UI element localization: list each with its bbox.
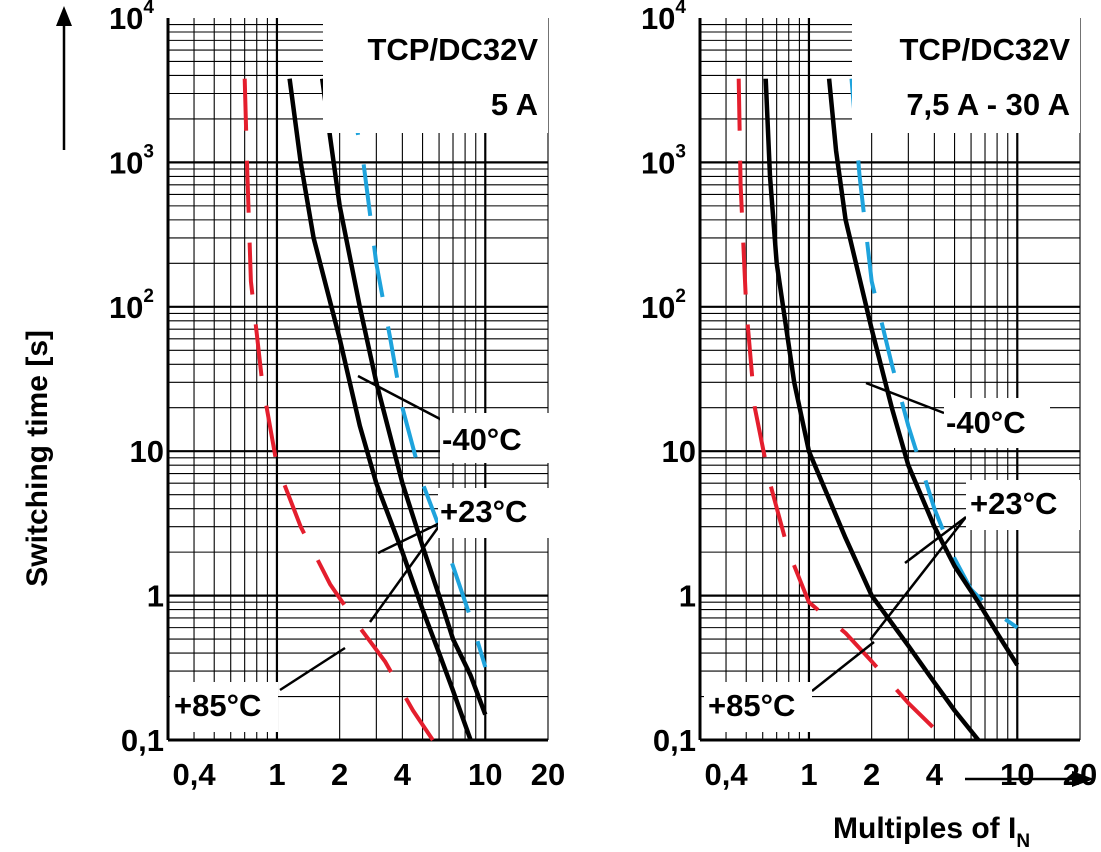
chart-subtitle: 7,5 A - 30 A [906,87,1070,122]
x-tick-label: 4 [926,757,944,792]
x-axis-title-group: Multiples of IN [833,771,1094,852]
series-line-23c-2 [763,78,981,742]
y-axis-title: Switching time [s] [21,330,54,587]
y-tick-label: 104 [641,0,686,36]
x-tick-label: 1 [800,757,817,792]
series-line-23c-1 [319,78,488,716]
series-line-23c-1 [826,78,1020,667]
y-tick-base: 10 [109,145,143,180]
x-axis-arrowhead [1072,771,1094,787]
y-tick-label: 0,1 [121,723,164,758]
annotation-box [704,682,812,732]
annotation-label: +85°C [174,688,261,723]
annotation-leader [869,516,967,641]
y-tick-label: 10 [662,434,696,469]
annotation-box [944,398,1050,448]
y-tick-base: 10 [641,145,675,180]
chart-title: TCP/DC32V [367,32,538,67]
annotation-label: +85°C [708,688,795,723]
y-tick-label: 1 [147,579,164,614]
y-tick-exponent: 2 [675,286,686,307]
annotation-label: +23°C [970,486,1057,521]
annotation-box [966,480,1080,530]
series-line-40c-0 [849,78,1019,630]
annotation-box [438,488,550,538]
x-tick-label: 2 [863,757,880,792]
annotation-leader [368,521,444,623]
annotation-label: -40°C [442,422,522,457]
y-tick-exponent: 4 [143,0,154,18]
x-tick-label: 1 [268,757,285,792]
title-box [852,18,1080,133]
annotation-leader [904,516,967,564]
x-tick-label: 2 [331,757,348,792]
annotation-leader [811,641,875,692]
y-tick-label: 102 [109,286,154,325]
series-line-23c-2 [287,78,473,741]
y-tick-label: 103 [641,141,686,180]
y-tick-exponent: 3 [143,141,154,162]
y-tick-exponent: 2 [143,286,154,307]
y-tick-base: 10 [641,1,675,36]
y-tick-exponent: 3 [675,141,686,162]
chart-title: TCP/DC32V [899,32,1070,67]
annotation-leader [357,374,443,422]
annotation-leader [865,381,945,415]
y-tick-label: 0,1 [653,723,696,758]
y-tick-label: 104 [109,0,154,36]
x-tick-label: 0,4 [704,757,748,792]
title-box [323,18,548,133]
series-line-85c-3 [736,78,936,731]
x-tick-label: 4 [394,757,412,792]
x-tick-label: 10 [468,757,502,792]
y-tick-label: 102 [641,286,686,325]
x-tick-label: 10 [1000,757,1034,792]
y-tick-exponent: 4 [675,0,686,18]
annotation-leader [377,520,443,555]
annotation-box [440,413,550,463]
annotation-leader [279,646,346,692]
y-tick-label: 103 [109,141,154,180]
series-line-40c-0 [346,83,488,668]
annotation-box [170,682,278,732]
y-axis-arrowhead [56,6,72,26]
y-tick-base: 10 [109,290,143,325]
y-tick-base: 10 [109,1,143,36]
x-tick-label: 20 [531,757,565,792]
annotation-label: -40°C [946,405,1026,440]
x-axis-title: Multiples of IN [833,812,1030,852]
y-tick-label: 1 [679,579,696,614]
annotation-label: +23°C [440,494,527,529]
x-tick-label: 0,4 [172,757,216,792]
chart-subtitle: 5 A [491,87,538,122]
y-axis-title-group: Switching time [s] [21,6,72,587]
y-tick-base: 10 [641,290,675,325]
y-tick-label: 10 [130,434,164,469]
series-line-85c-3 [242,78,435,742]
